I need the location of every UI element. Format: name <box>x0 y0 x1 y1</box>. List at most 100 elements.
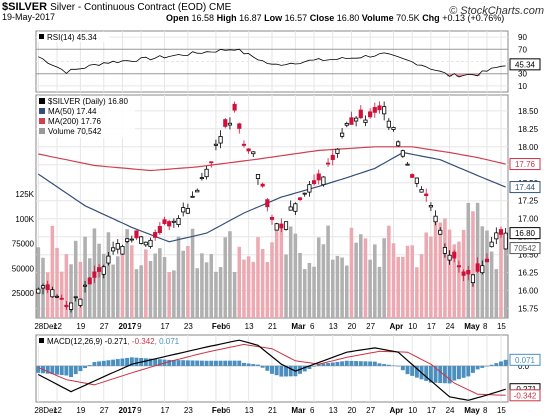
volume-bar <box>302 269 307 318</box>
candle-body <box>251 151 256 155</box>
candle-body <box>227 122 233 126</box>
volume-bar <box>429 236 433 318</box>
candle-body <box>475 263 480 272</box>
x-axis-label-lower: May <box>464 406 480 415</box>
macd-histogram-bar <box>424 365 429 381</box>
macd-histogram-bar <box>87 365 92 366</box>
x-axis-label-upper: 2017 <box>118 322 136 331</box>
price-legend-swatch <box>39 108 45 114</box>
macd-histogram-bar <box>452 365 457 381</box>
macd-histogram-bar <box>302 365 307 372</box>
volume-y-tick-label: 75000 <box>12 240 35 249</box>
x-axis-label-lower: 15 <box>497 406 506 415</box>
candle-body <box>157 226 162 234</box>
rsi-legend: RSI(14) 45.34 <box>47 33 97 42</box>
x-axis-label-upper: 20 <box>347 322 356 331</box>
candle-body <box>283 221 289 230</box>
macd-histogram-bar <box>256 364 260 366</box>
x-axis-label-upper: 23 <box>184 322 193 331</box>
candle-body <box>190 195 195 198</box>
x-axis-label-lower: Mar <box>291 406 305 415</box>
macd-histogram-bar <box>209 360 214 366</box>
x-axis-label-lower: 24 <box>446 406 455 415</box>
chart-date: 19-May-2017 <box>2 12 56 22</box>
price-badge-label: 17.76 <box>515 160 536 169</box>
macd-histogram-bar <box>111 359 116 366</box>
candle-body <box>181 207 186 213</box>
macd-histogram-bar <box>36 365 41 373</box>
macd-signal-line <box>38 343 506 396</box>
candle-body <box>111 247 116 252</box>
candlesticks <box>36 101 508 313</box>
candle-body <box>82 284 88 287</box>
volume-bar <box>354 242 358 318</box>
x-axis-label-lower: 13 <box>245 406 254 415</box>
volume-bar <box>312 266 316 318</box>
macd-badge-label: 0.071 <box>515 356 536 365</box>
candle-body <box>311 180 317 185</box>
macd-histogram-bar <box>69 365 74 378</box>
rsi-value-badge-box <box>509 58 541 71</box>
volume-bar <box>87 258 92 318</box>
close-value: 16.80 <box>336 13 360 23</box>
stockcharts-logo: © StockCharts.com <box>449 5 544 17</box>
x-axis-label-upper: 17 <box>427 322 436 331</box>
x-axis-label-lower: 6 <box>310 406 315 415</box>
volume-bar <box>382 238 386 318</box>
macd-histogram-bar <box>106 360 111 366</box>
volume-bar <box>162 257 167 318</box>
x-axis-label-upper: 13 <box>245 322 254 331</box>
volume-bar <box>153 253 157 318</box>
volume-bar <box>195 268 200 318</box>
macd-histogram-bar <box>428 365 433 383</box>
volume-bar <box>447 229 452 318</box>
candle-body <box>134 230 139 239</box>
macd-histogram-bar <box>307 365 312 370</box>
candle-body <box>452 251 457 259</box>
macd-histogram-bar <box>218 360 223 366</box>
volume-bar <box>246 256 251 318</box>
volume-y-tick-label: 25000 <box>12 289 35 298</box>
price-legend-swatch <box>39 128 45 134</box>
volume-bar <box>106 232 111 318</box>
volume-bar <box>265 262 270 318</box>
volume-bar <box>433 222 438 318</box>
candle-body <box>255 174 261 179</box>
volume-bar <box>134 269 139 318</box>
macd-histogram-bar <box>480 365 485 368</box>
x-axis-label-lower: 28Dec <box>34 406 57 415</box>
candle-body <box>461 271 466 276</box>
macd-histogram-bar <box>410 365 415 376</box>
rsi-value-badge: 45.34 <box>509 58 541 71</box>
x-axis-label-lower: 13 <box>329 406 338 415</box>
candle-body <box>246 148 251 152</box>
macd-histogram-bar <box>377 363 382 366</box>
candle-body <box>199 177 204 179</box>
macd-histogram-bar <box>312 365 317 367</box>
macd-histogram-bar <box>59 365 64 376</box>
x-axis-label-lower: 19 <box>76 406 85 415</box>
price-y-tick-label: 16.00 <box>518 287 539 296</box>
candle-body <box>265 199 270 208</box>
volume-bar <box>232 271 237 318</box>
x-axis-label-lower: 9 <box>137 406 142 415</box>
price-legend-bg <box>37 96 135 138</box>
macd-histogram-bar <box>396 365 401 367</box>
macd-histogram-bar <box>176 360 181 366</box>
candle-body <box>382 106 387 115</box>
macd-histogram-bar <box>190 360 195 366</box>
candle-body <box>400 150 405 157</box>
volume-bar <box>214 271 218 318</box>
volume-bar <box>359 234 363 318</box>
high-value: 16.87 <box>239 13 262 23</box>
volume-bar <box>97 243 101 318</box>
macd-histogram-bar <box>237 360 242 366</box>
candle-body <box>125 238 130 242</box>
macd-histogram-bar <box>284 365 288 377</box>
volume-bar <box>69 264 73 318</box>
candle-body <box>120 245 125 255</box>
candle-body <box>293 203 298 212</box>
volume-bar <box>204 262 209 318</box>
x-axis-label-upper: 8 <box>483 322 488 331</box>
